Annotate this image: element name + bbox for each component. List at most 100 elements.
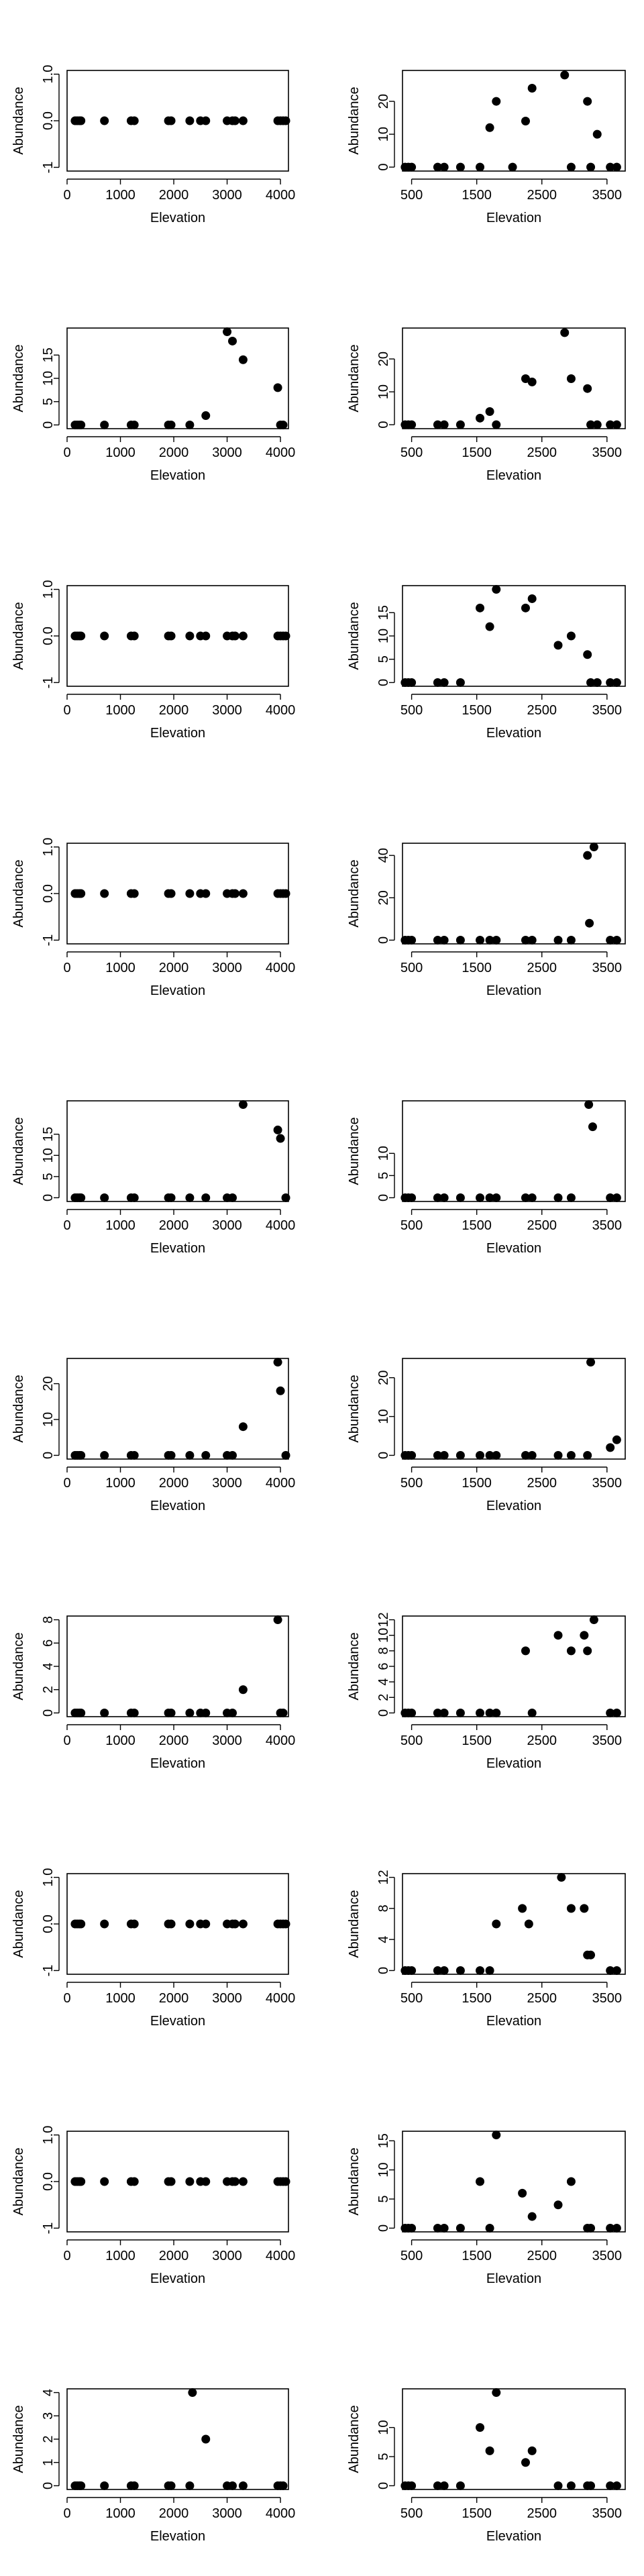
data-point xyxy=(201,1450,211,1460)
data-point xyxy=(439,1193,449,1202)
data-point xyxy=(166,2481,176,2490)
y-tick-label: 10 xyxy=(376,1146,391,1161)
data-point xyxy=(583,650,592,659)
data-point xyxy=(166,1193,176,1202)
data-point xyxy=(100,1450,109,1460)
y-axis-label: Abundance xyxy=(347,1890,362,1957)
plot-frame xyxy=(402,1615,626,1717)
x-tick-label: 0 xyxy=(63,188,70,203)
y-axis-label: Abundance xyxy=(347,1375,362,1442)
panel-17: 0 1000 2000 3000 4000 -1 0.0 1.0 Elevation Abunda… xyxy=(11,2126,295,2286)
plot-frame xyxy=(402,70,626,172)
data-point xyxy=(455,1193,465,1202)
plot-frame xyxy=(66,327,289,429)
x-tick-label: 1500 xyxy=(462,961,492,975)
data-point xyxy=(586,2481,596,2490)
x-tick-label: 1500 xyxy=(462,703,492,718)
plot-frame xyxy=(66,2388,289,2490)
data-point xyxy=(129,1919,139,1929)
y-tick-label: 5 xyxy=(41,1173,56,1180)
y-tick-label: 0 xyxy=(376,936,391,944)
x-tick-label: 2000 xyxy=(159,2506,189,2521)
data-point xyxy=(583,97,592,106)
data-point xyxy=(201,1919,211,1929)
data-point xyxy=(185,1708,195,1717)
x-tick-label: 0 xyxy=(63,1733,70,1748)
data-point xyxy=(129,2481,139,2490)
data-point xyxy=(485,2223,494,2233)
y-tick-label: 0 xyxy=(376,421,391,429)
panel-13: 0 1000 2000 3000 4000 0 2 4 6 8 Elevation Abundance xyxy=(11,1615,295,1771)
panel-10: 500 1500 2500 3500 0 5 10 Elevation Abundance xyxy=(347,1100,626,1256)
data-point xyxy=(281,2177,290,2186)
data-point xyxy=(524,1919,533,1929)
y-tick-label: 0 xyxy=(41,1452,56,1459)
x-axis-label: Elevation xyxy=(486,1241,541,1256)
panel-6: 500 1500 2500 3500 0 5 10 15 Elevation Abundance xyxy=(347,585,626,741)
data-point xyxy=(439,2481,449,2490)
y-tick-label: 8 xyxy=(376,1647,391,1654)
y-axis-label: Abundance xyxy=(347,344,362,412)
x-tick-label: 1500 xyxy=(462,1218,492,1233)
data-point xyxy=(527,935,537,945)
y-tick-label: 10 xyxy=(376,1409,391,1424)
data-point xyxy=(281,1450,290,1460)
plot-frame xyxy=(402,585,626,687)
y-tick-label: 8 xyxy=(376,1904,391,1912)
data-point xyxy=(527,1708,537,1717)
data-point xyxy=(100,116,109,125)
y-tick-label: 10 xyxy=(376,2420,391,2435)
data-point xyxy=(612,678,621,687)
y-tick-label: 15 xyxy=(41,1127,56,1142)
x-tick-label: 2500 xyxy=(527,188,557,203)
x-axis-label: Elevation xyxy=(150,468,205,483)
data-point xyxy=(228,336,237,345)
data-point xyxy=(485,123,494,132)
panel-2: 500 1500 2500 3500 0 10 20 Elevation Abundance xyxy=(347,70,626,225)
data-point xyxy=(606,935,615,945)
x-tick-label: 2000 xyxy=(159,2249,189,2263)
data-point xyxy=(521,603,530,612)
data-point xyxy=(455,1708,465,1717)
panel-5: 0 1000 2000 3000 4000 -1 0.0 1.0 Elevation Abunda… xyxy=(11,580,295,741)
x-axis-label: Elevation xyxy=(486,726,541,741)
data-point xyxy=(527,1193,537,1202)
y-tick-label: 40 xyxy=(376,848,391,863)
x-tick-label: 500 xyxy=(400,2249,423,2263)
data-point xyxy=(228,1450,237,1460)
data-point xyxy=(485,622,494,631)
y-tick-label: 4 xyxy=(376,1936,391,1943)
x-tick-label: 3500 xyxy=(592,961,623,975)
data-point xyxy=(476,2423,485,2432)
data-point xyxy=(566,2177,576,2186)
data-point xyxy=(492,1708,501,1717)
y-tick-label: 1.0 xyxy=(41,838,56,857)
data-point xyxy=(76,2481,86,2490)
data-point xyxy=(606,1708,615,1717)
x-tick-label: 4000 xyxy=(266,1733,296,1748)
data-point xyxy=(553,641,563,650)
data-point xyxy=(527,377,537,386)
data-point xyxy=(518,2188,527,2198)
data-point xyxy=(485,407,494,417)
x-tick-label: 2500 xyxy=(527,961,557,975)
data-point xyxy=(100,2481,109,2490)
data-point xyxy=(553,1631,563,1640)
panel-15: 0 1000 2000 3000 4000 -1 0.0 1.0 Elevation Abunda… xyxy=(11,1868,295,2029)
data-point xyxy=(606,1443,615,1452)
y-tick-label: 10 xyxy=(376,1628,391,1643)
data-point xyxy=(612,2223,621,2233)
y-tick-label: 0 xyxy=(376,1967,391,1974)
data-point xyxy=(201,631,211,641)
x-axis-label: Elevation xyxy=(150,2529,205,2544)
y-tick-label: 10 xyxy=(41,1148,56,1163)
y-axis-label: Abundance xyxy=(347,1632,362,1700)
data-point xyxy=(585,918,594,928)
data-point xyxy=(566,1904,576,1913)
x-tick-label: 500 xyxy=(400,703,423,718)
y-tick-label: 2 xyxy=(41,1686,56,1693)
data-point xyxy=(580,1904,589,1913)
data-point xyxy=(238,2177,248,2186)
data-point xyxy=(407,1450,417,1460)
panel-19: 0 1000 2000 3000 4000 0 1 2 3 4 Elevation Abundance xyxy=(11,2388,295,2544)
